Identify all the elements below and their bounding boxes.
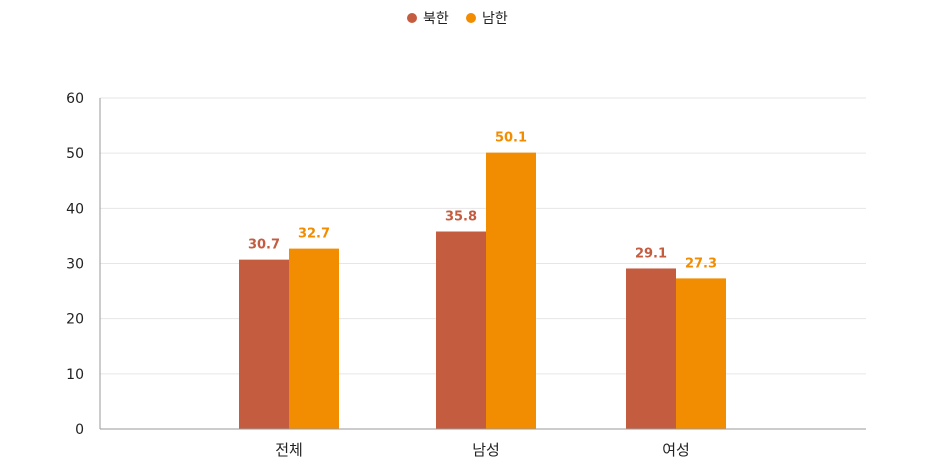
data-label-0-1: 35.8 bbox=[445, 210, 477, 225]
bar-0-1[interactable] bbox=[436, 231, 486, 429]
y-tick-label-10: 10 bbox=[66, 367, 84, 383]
bar-0-2[interactable] bbox=[626, 268, 676, 429]
bar-1-2[interactable] bbox=[676, 278, 726, 429]
bar-1-1[interactable] bbox=[486, 152, 536, 430]
legend-label-1: 남한 bbox=[482, 11, 508, 27]
y-axis: 0 10 20 30 40 50 60 bbox=[66, 91, 101, 438]
y-tick-label-50: 50 bbox=[66, 146, 84, 162]
x-axis: 전체 남성 여성 bbox=[100, 428, 866, 459]
y-tick-label-20: 20 bbox=[66, 312, 84, 328]
legend-item-0[interactable]: 북한 bbox=[407, 11, 449, 27]
legend: 북한 남한 bbox=[407, 11, 508, 27]
legend-item-1[interactable]: 남한 bbox=[466, 11, 508, 27]
x-tick-label-1: 남성 bbox=[472, 441, 500, 459]
y-tick-label-0: 0 bbox=[75, 422, 84, 438]
data-labels: 30.7 32.7 35.8 50.1 29.1 27.3 bbox=[248, 131, 717, 272]
y-tick-label-40: 40 bbox=[66, 201, 84, 217]
legend-label-0: 북한 bbox=[423, 11, 449, 27]
bar-1-0[interactable] bbox=[289, 248, 339, 429]
y-tick-label-30: 30 bbox=[66, 257, 84, 273]
data-label-1-1: 50.1 bbox=[495, 131, 527, 146]
data-label-1-2: 27.3 bbox=[685, 256, 717, 271]
x-tick-label-0: 전체 bbox=[275, 441, 303, 459]
legend-marker-1 bbox=[466, 13, 476, 23]
data-label-1-0: 32.7 bbox=[298, 227, 330, 242]
data-label-0-2: 29.1 bbox=[635, 246, 667, 261]
bar-0-0[interactable] bbox=[239, 259, 289, 429]
y-tick-label-60: 60 bbox=[66, 91, 84, 107]
legend-marker-0 bbox=[407, 13, 417, 23]
data-label-0-0: 30.7 bbox=[248, 238, 280, 253]
bars bbox=[239, 152, 726, 430]
x-tick-label-2: 여성 bbox=[662, 441, 690, 459]
